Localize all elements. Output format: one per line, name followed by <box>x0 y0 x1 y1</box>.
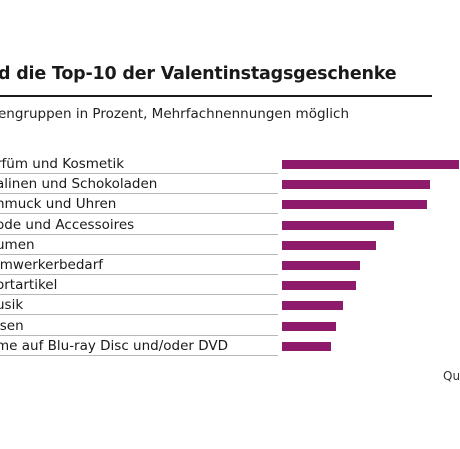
category-label: me auf Blu-ray Disc und/oder DVD <box>0 337 229 354</box>
chart-subtitle: engruppen in Prozent, Mehrfachnennungen … <box>0 106 349 122</box>
row-divider <box>0 314 278 316</box>
bar <box>282 180 431 190</box>
row-divider <box>0 213 278 215</box>
category-label: hmuck und Uhren <box>0 196 117 213</box>
row-divider <box>0 354 278 356</box>
category-label: umen <box>0 236 35 253</box>
title-divider <box>0 95 432 97</box>
bar <box>282 301 344 311</box>
row-divider <box>0 334 278 336</box>
bar <box>282 200 427 210</box>
row-divider <box>0 253 278 255</box>
category-label: alinen und Schokoladen <box>0 176 158 193</box>
chart-title: d die Top-10 der Valentinstagsgeschenke <box>0 64 397 84</box>
bar <box>282 220 394 230</box>
category-label: isen <box>0 317 24 334</box>
row-divider <box>0 193 278 195</box>
category-label: ode und Accessoires <box>0 216 135 233</box>
bar <box>282 321 336 331</box>
bar <box>282 240 376 250</box>
bar <box>282 341 332 351</box>
row-divider <box>0 294 278 296</box>
source-label: Qu <box>443 369 460 383</box>
bar <box>282 160 459 169</box>
category-label: rfüm und Kosmetik <box>0 156 125 172</box>
row-divider <box>0 173 278 174</box>
row-divider <box>0 274 278 275</box>
category-label: ortartikel <box>0 277 58 294</box>
category-label: imwerkerbedarf <box>0 257 104 273</box>
bar <box>282 261 360 270</box>
bar <box>282 281 357 291</box>
row-divider <box>0 233 278 235</box>
category-label: usik <box>0 297 24 314</box>
